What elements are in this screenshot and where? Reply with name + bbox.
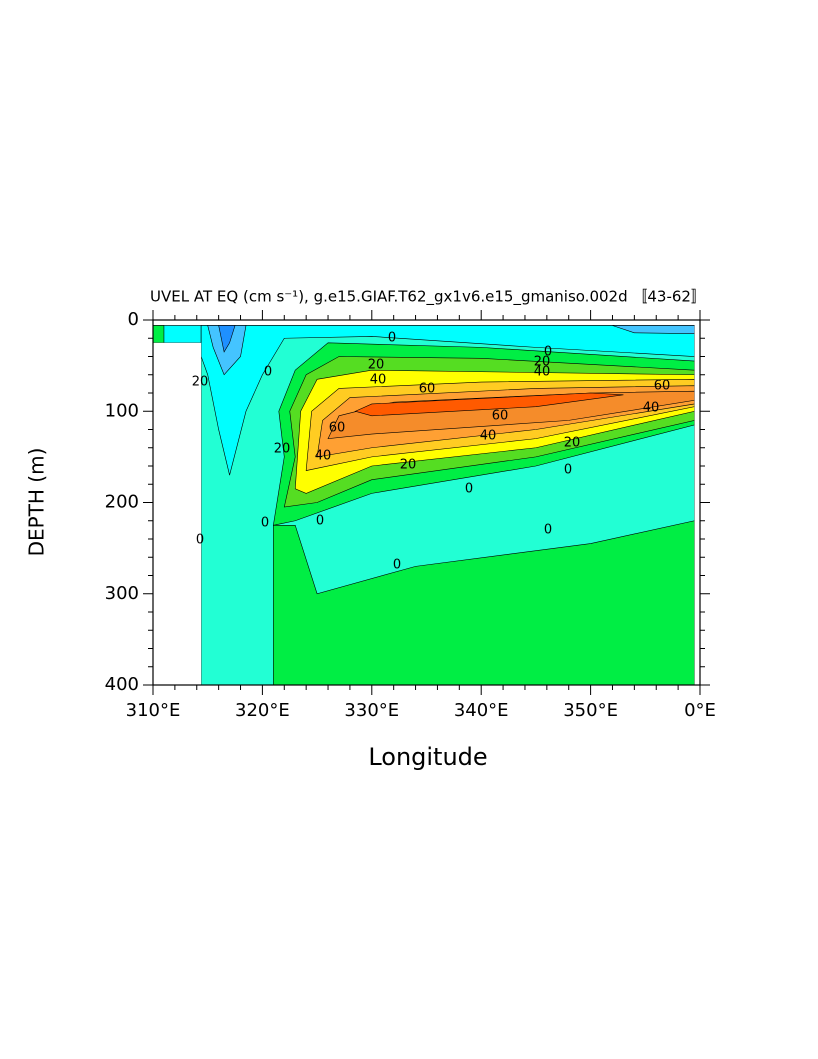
contour-label: 20	[192, 375, 209, 390]
land-mask	[694, 320, 700, 685]
contour-label: 40	[643, 401, 660, 416]
contour-label: 0	[316, 514, 324, 529]
contour-label: 20	[564, 436, 581, 451]
contour-label: 0	[564, 463, 572, 478]
contour-label: 60	[329, 421, 346, 436]
contour-label: 0	[465, 482, 473, 497]
contour-label: 20	[534, 355, 551, 370]
y-axis-label: DEPTH (m)	[25, 448, 49, 557]
contour-label: 60	[654, 379, 671, 394]
x-tick-label: 340°E	[454, 700, 509, 721]
contour-label: 0	[388, 331, 396, 346]
x-tick-label: 0°E	[684, 700, 716, 721]
contour-label: 20	[400, 458, 417, 473]
contour-label: 0	[544, 345, 552, 360]
y-tick-label: 400	[105, 674, 139, 695]
plot-frame	[152, 319, 701, 686]
contour-label: 60	[492, 409, 509, 424]
contour-label: 0	[261, 516, 269, 531]
contour-label: 0	[393, 558, 401, 573]
contour-band	[354, 392, 624, 417]
contour-label: 40	[315, 449, 332, 464]
contour-label: 60	[419, 382, 436, 397]
contour-label: 40	[480, 429, 497, 444]
y-tick-label: 100	[105, 400, 139, 421]
y-tick-label: 300	[105, 583, 139, 604]
y-tick-label: 0	[128, 309, 139, 330]
y-tick-label: 200	[105, 492, 139, 513]
x-tick-label: 320°E	[235, 700, 290, 721]
contour-label: 20	[274, 442, 291, 457]
land-mask	[153, 342, 202, 685]
contour-band	[218, 325, 236, 353]
contour-label: 40	[370, 373, 387, 388]
x-tick-label: 330°E	[344, 700, 399, 721]
contour-label: 0	[544, 523, 552, 538]
chart-title: UVEL AT EQ (cm s⁻¹), g.e15.GIAF.T62_gx1v…	[150, 288, 706, 307]
x-tick-label: 310°E	[126, 700, 181, 721]
contour-band	[152, 325, 165, 344]
x-axis-label: Longitude	[368, 743, 487, 771]
x-tick-label: 350°E	[563, 700, 618, 721]
contour-label: 0	[264, 365, 272, 380]
contour-label: 40	[534, 365, 551, 380]
contour-band	[207, 325, 247, 376]
contour-label: 20	[368, 358, 385, 373]
contour-label: 0	[196, 533, 204, 548]
